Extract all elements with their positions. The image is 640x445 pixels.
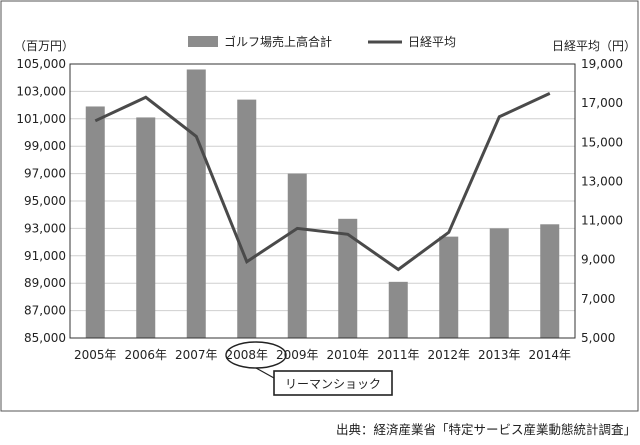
lehman-annotation: リーマンショック <box>225 341 393 396</box>
bar <box>186 69 206 338</box>
right-tick-label: 11,000 <box>581 214 623 228</box>
bar-series <box>85 69 560 339</box>
bar <box>85 106 105 338</box>
right-tick-label: 9,000 <box>581 253 615 267</box>
bar <box>338 218 358 338</box>
right-axis-ticks: 5,000 7,000 9,000 11,000 13,000 15,000 17,000 1… <box>581 57 623 345</box>
bar <box>287 173 307 338</box>
x-tick-label: 2009年 <box>276 348 319 362</box>
x-tick-label: 2007年 <box>175 348 218 362</box>
left-tick-label: 105,000 <box>16 57 66 71</box>
left-tick-label: 85,000 <box>24 331 66 345</box>
bar <box>388 281 408 338</box>
left-tick-label: 103,000 <box>16 84 66 98</box>
left-tick-label: 87,000 <box>24 304 66 318</box>
right-tick-label: 15,000 <box>581 135 623 149</box>
left-tick-label: 101,000 <box>16 112 66 126</box>
right-tick-label: 5,000 <box>581 331 615 345</box>
left-tick-label: 91,000 <box>24 249 66 263</box>
x-tick-label: 2014年 <box>528 348 571 362</box>
left-tick-label: 89,000 <box>24 276 66 290</box>
left-tick-label: 99,000 <box>24 139 66 153</box>
legend: ゴルフ場売上高合計 日経平均 <box>188 34 456 49</box>
legend-bar-swatch <box>188 36 218 47</box>
left-tick-label: 95,000 <box>24 194 66 208</box>
bar <box>540 224 560 338</box>
bar <box>439 236 459 338</box>
line-series <box>94 92 551 272</box>
right-tick-label: 13,000 <box>581 174 623 188</box>
source-note: 出典：経済産業省「特定サービス産業動態統計調査」 <box>336 422 636 437</box>
bar <box>237 99 257 339</box>
annotation-leader-line <box>255 367 275 379</box>
right-axis-unit: 日経平均（円） <box>552 39 636 53</box>
annotation-label: リーマンショック <box>285 377 381 391</box>
x-tick-label: 2011年 <box>377 348 420 362</box>
nikkei-line <box>94 92 551 272</box>
plot-frame <box>69 63 576 339</box>
left-axis-ticks: 85,000 87,000 89,000 91,000 93,000 95,000 97,0… <box>16 57 66 345</box>
x-tick-label: 2005年 <box>74 348 117 362</box>
x-tick-label: 2008年 <box>225 348 268 362</box>
outer-frame <box>0 0 639 412</box>
x-tick-label: 2013年 <box>478 348 521 362</box>
annotation-box <box>273 370 393 396</box>
bar <box>489 228 509 338</box>
right-tick-label: 7,000 <box>581 292 615 306</box>
legend-bar-label: ゴルフ場売上高合計 <box>224 34 332 49</box>
x-tick-label: 2006年 <box>124 348 167 362</box>
x-axis-ticks: 2005年 2006年 2007年 2008年 2009年 2010年 2011年 2012年… <box>74 348 571 362</box>
legend-line-label: 日経平均 <box>408 35 456 49</box>
x-tick-label: 2010年 <box>326 348 369 362</box>
left-axis-unit: （百万円） <box>14 39 74 53</box>
x-tick-label: 2012年 <box>427 348 470 362</box>
bar <box>136 117 156 339</box>
left-tick-label: 93,000 <box>24 221 66 235</box>
right-tick-label: 19,000 <box>581 57 623 71</box>
right-tick-label: 17,000 <box>581 96 623 110</box>
left-tick-label: 97,000 <box>24 167 66 181</box>
